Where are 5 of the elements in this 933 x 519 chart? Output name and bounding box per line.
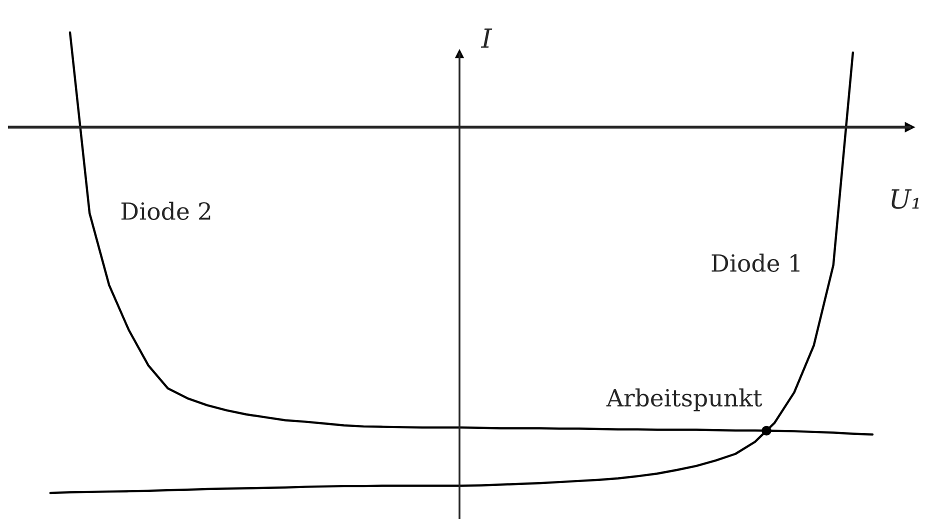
annotation: Arbeitspunkt (606, 388, 762, 412)
x-axis-title: U₁ (892, 189, 919, 209)
y-axis-title: I (480, 28, 492, 48)
series-label: Diode 2 (121, 202, 210, 220)
series-label: Diode 1 (712, 254, 800, 272)
